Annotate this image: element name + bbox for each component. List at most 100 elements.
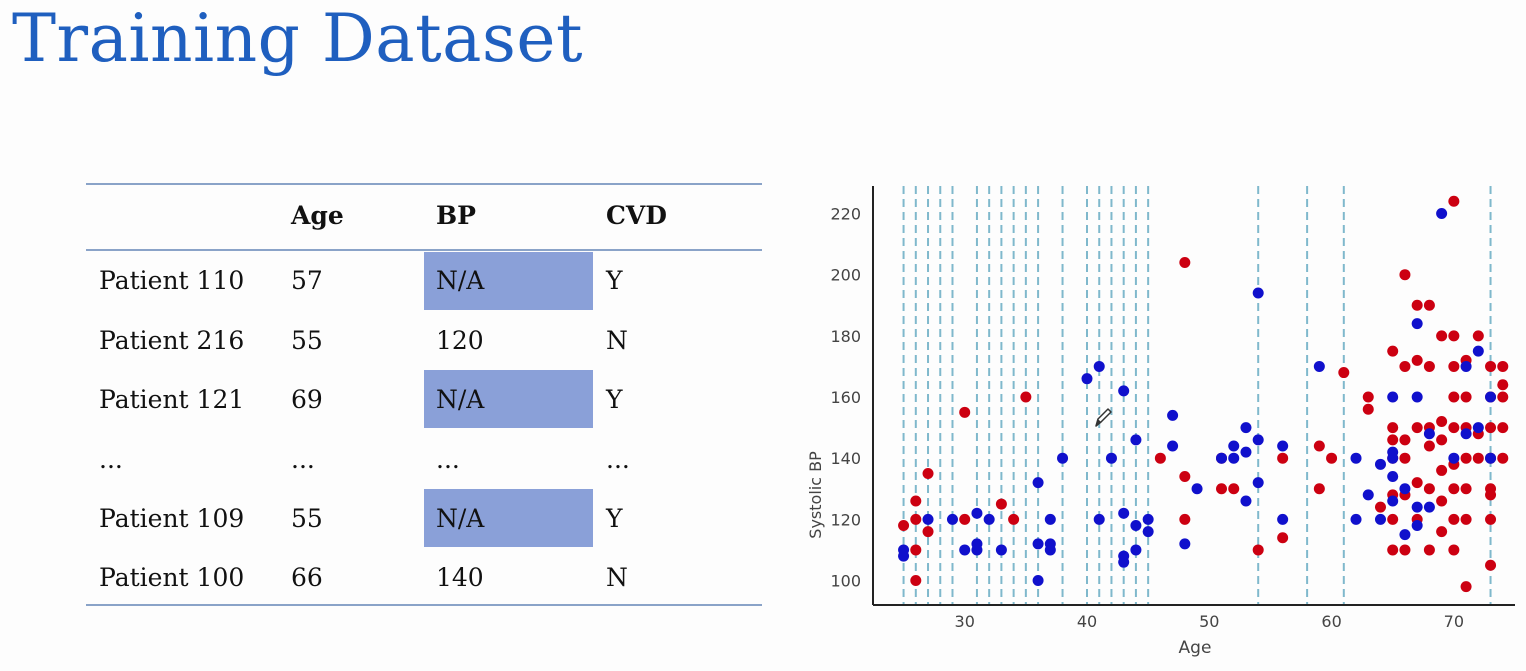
data-point [1362, 403, 1374, 415]
table-cell-bp: N/A [436, 504, 485, 533]
data-point [1350, 452, 1362, 464]
table-cell-age: 55 [291, 504, 323, 533]
data-point [1399, 360, 1411, 372]
data-point [1399, 529, 1411, 541]
table-cell-patient: Patient 216 [99, 326, 245, 355]
data-point [1423, 483, 1435, 495]
data-point [1044, 513, 1056, 525]
table-cell-cvd: Y [606, 504, 623, 533]
data-point [1130, 434, 1142, 446]
data-point [1448, 452, 1460, 464]
data-point [1240, 446, 1252, 458]
data-point [1411, 477, 1423, 489]
data-point [971, 507, 983, 519]
data-point [1460, 452, 1472, 464]
column-header-age: Age [291, 201, 344, 230]
x-tick-label: 30 [955, 612, 975, 631]
data-point [1423, 501, 1435, 513]
table-cell-bp: N/A [436, 385, 485, 414]
y-tick-label: 140 [830, 449, 861, 468]
data-point [1057, 452, 1069, 464]
data-point [1411, 391, 1423, 403]
data-point [1142, 513, 1154, 525]
table-cell-ellipsis: ... [99, 445, 123, 474]
data-point [1032, 575, 1044, 587]
training-data-table: Age BP CVD Patient 110 57 N/A Y Patient … [86, 183, 762, 607]
table-cell-age: 55 [291, 326, 323, 355]
slide-title: Training Dataset [12, 0, 583, 77]
table-cell-patient: Patient 121 [99, 385, 245, 414]
data-point [1411, 318, 1423, 330]
na-highlight [424, 489, 593, 547]
data-point [1093, 513, 1105, 525]
data-point [1460, 428, 1472, 440]
data-point [922, 513, 934, 525]
data-point [1448, 513, 1460, 525]
data-point [1436, 526, 1448, 538]
data-point [1216, 483, 1228, 495]
table-cell-ellipsis: ... [291, 445, 315, 474]
data-point [1362, 489, 1374, 501]
data-point [1485, 391, 1497, 403]
data-point [1399, 269, 1411, 281]
data-point [1374, 501, 1386, 513]
data-point [1411, 501, 1423, 513]
data-point [1411, 299, 1423, 311]
data-point [1448, 360, 1460, 372]
data-point [1497, 360, 1509, 372]
data-point [1387, 544, 1399, 556]
data-point [1448, 391, 1460, 403]
data-point [910, 575, 922, 587]
y-axis-label: Systolic BP [806, 451, 825, 539]
column-header-bp: BP [436, 201, 476, 230]
data-point [1485, 513, 1497, 525]
data-point [1277, 532, 1289, 544]
y-tick-label: 220 [830, 205, 861, 224]
data-point [1497, 391, 1509, 403]
data-point [922, 467, 934, 479]
data-point [1179, 538, 1191, 550]
data-point [1093, 360, 1105, 372]
data-point [898, 550, 910, 562]
data-point [1448, 195, 1460, 207]
data-point [1374, 458, 1386, 470]
data-point [1387, 422, 1399, 434]
data-point [1228, 440, 1240, 452]
data-point [1167, 409, 1179, 421]
table-cell-patient: Patient 109 [99, 504, 245, 533]
data-point [1485, 422, 1497, 434]
data-point [1081, 373, 1093, 385]
data-point [1460, 483, 1472, 495]
table-cell-patient: Patient 100 [99, 563, 245, 592]
data-point [1399, 434, 1411, 446]
data-point [1387, 513, 1399, 525]
data-point [1338, 367, 1350, 379]
data-point [1032, 477, 1044, 489]
x-axis-label: Age [1179, 638, 1212, 658]
data-point [1460, 391, 1472, 403]
table-cell-cvd: N [606, 326, 628, 355]
data-point [1448, 330, 1460, 342]
data-point [1411, 519, 1423, 531]
data-point [995, 498, 1007, 510]
data-point [1008, 513, 1020, 525]
data-point [1387, 452, 1399, 464]
data-point [1130, 519, 1142, 531]
points-group [898, 195, 1509, 593]
data-point [1472, 422, 1484, 434]
data-point [1252, 544, 1264, 556]
data-point [1362, 391, 1374, 403]
data-point [1240, 495, 1252, 507]
table-header-rule [86, 249, 762, 251]
data-point [1411, 422, 1423, 434]
data-point [959, 406, 971, 418]
table-cell-bp: 140 [436, 563, 484, 592]
data-point [1448, 422, 1460, 434]
data-point [1472, 345, 1484, 357]
data-point [1387, 391, 1399, 403]
data-point [1423, 360, 1435, 372]
table-cell-patient: Patient 110 [99, 266, 245, 295]
data-point [1436, 434, 1448, 446]
data-point [1387, 471, 1399, 483]
pen-cursor-icon [1095, 408, 1112, 427]
